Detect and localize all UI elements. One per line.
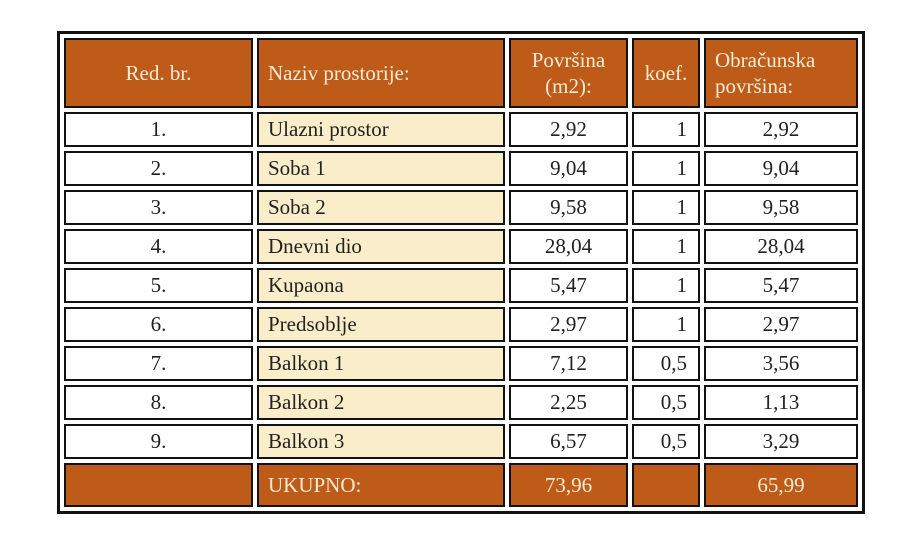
- cell-koef: 1: [632, 229, 700, 264]
- cell-calc-area: 28,04: [704, 229, 858, 264]
- cell-area: 9,04: [509, 151, 628, 186]
- cell-room-name: Balkon 2: [257, 385, 505, 420]
- cell-koef: 1: [632, 190, 700, 225]
- cell-koef: 0,5: [632, 424, 700, 459]
- cell-calc-area: 9,04: [704, 151, 858, 186]
- header-cell-koef: koef.: [632, 38, 700, 108]
- table-row: 8. Balkon 2 2,25 0,5 1,13: [64, 385, 858, 420]
- cell-room-name: Kupaona: [257, 268, 505, 303]
- cell-calc-area: 9,58: [704, 190, 858, 225]
- cell-area: 28,04: [509, 229, 628, 264]
- cell-calc-area: 1,13: [704, 385, 858, 420]
- total-label-cell: UKUPNO:: [257, 463, 505, 507]
- area-calculation-table: Red. br. Naziv prostorije: Površina (m2)…: [57, 31, 865, 514]
- cell-room-name: Balkon 1: [257, 346, 505, 381]
- header-cell-naziv-prostorije: Naziv prostorije:: [257, 38, 505, 108]
- total-area-cell: 73,96: [509, 463, 628, 507]
- cell-area: 6,57: [509, 424, 628, 459]
- header-cell-povrsina: Površina (m2):: [509, 38, 628, 108]
- cell-row-number: 5.: [64, 268, 253, 303]
- table-row: 5. Kupaona 5,47 1 5,47: [64, 268, 858, 303]
- cell-room-name: Balkon 3: [257, 424, 505, 459]
- table-row: 4. Dnevni dio 28,04 1 28,04: [64, 229, 858, 264]
- cell-area: 9,58: [509, 190, 628, 225]
- cell-area: 2,97: [509, 307, 628, 342]
- cell-koef: 1: [632, 112, 700, 147]
- table-row: 3. Soba 2 9,58 1 9,58: [64, 190, 858, 225]
- table-row: 2. Soba 1 9,04 1 9,04: [64, 151, 858, 186]
- cell-koef: 0,5: [632, 385, 700, 420]
- cell-row-number: 3.: [64, 190, 253, 225]
- cell-row-number: 6.: [64, 307, 253, 342]
- cell-koef: 1: [632, 307, 700, 342]
- cell-koef: 1: [632, 268, 700, 303]
- total-koef-cell: [632, 463, 700, 507]
- total-row: UKUPNO: 73,96 65,99: [64, 463, 858, 507]
- cell-area: 7,12: [509, 346, 628, 381]
- cell-calc-area: 5,47: [704, 268, 858, 303]
- table-row: 9. Balkon 3 6,57 0,5 3,29: [64, 424, 858, 459]
- table-row: 6. Predsoblje 2,97 1 2,97: [64, 307, 858, 342]
- cell-area: 2,92: [509, 112, 628, 147]
- total-empty-cell: [64, 463, 253, 507]
- cell-room-name: Soba 2: [257, 190, 505, 225]
- cell-calc-area: 3,29: [704, 424, 858, 459]
- cell-koef: 0,5: [632, 346, 700, 381]
- cell-row-number: 7.: [64, 346, 253, 381]
- cell-room-name: Soba 1: [257, 151, 505, 186]
- total-calc-cell: 65,99: [704, 463, 858, 507]
- table-row: 1. Ulazni prostor 2,92 1 2,92: [64, 112, 858, 147]
- cell-calc-area: 2,97: [704, 307, 858, 342]
- cell-room-name: Predsoblje: [257, 307, 505, 342]
- cell-calc-area: 2,92: [704, 112, 858, 147]
- table-header-row: Red. br. Naziv prostorije: Površina (m2)…: [64, 38, 858, 108]
- header-cell-red-br: Red. br.: [64, 38, 253, 108]
- header-cell-obracunska-povrsina: Obračunska površina:: [704, 38, 858, 108]
- calc-table: Red. br. Naziv prostorije: Površina (m2)…: [60, 34, 862, 511]
- cell-koef: 1: [632, 151, 700, 186]
- cell-calc-area: 3,56: [704, 346, 858, 381]
- cell-area: 2,25: [509, 385, 628, 420]
- cell-row-number: 4.: [64, 229, 253, 264]
- cell-room-name: Ulazni prostor: [257, 112, 505, 147]
- cell-row-number: 8.: [64, 385, 253, 420]
- cell-row-number: 9.: [64, 424, 253, 459]
- cell-row-number: 2.: [64, 151, 253, 186]
- table-row: 7. Balkon 1 7,12 0,5 3,56: [64, 346, 858, 381]
- cell-row-number: 1.: [64, 112, 253, 147]
- cell-area: 5,47: [509, 268, 628, 303]
- cell-room-name: Dnevni dio: [257, 229, 505, 264]
